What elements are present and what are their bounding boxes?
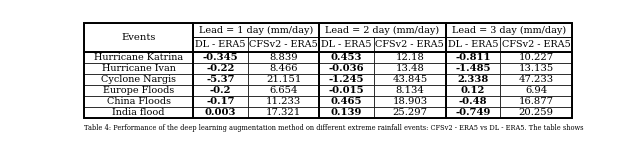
Text: CFSv2 - ERA5: CFSv2 - ERA5 (502, 40, 570, 49)
Text: 0.453: 0.453 (331, 53, 362, 62)
Bar (374, 85, 445, 96)
Bar (445, 63, 500, 74)
Text: DL - ERA5: DL - ERA5 (321, 40, 372, 49)
Text: 6.94: 6.94 (525, 86, 547, 95)
Text: 17.321: 17.321 (266, 108, 301, 117)
Text: China Floods: China Floods (106, 96, 170, 106)
Text: CFSv2 - ERA5: CFSv2 - ERA5 (249, 40, 318, 49)
Text: -0.22: -0.22 (206, 64, 234, 73)
Bar (374, 74, 445, 85)
Bar (193, 85, 248, 96)
Text: 0.12: 0.12 (461, 86, 485, 95)
Bar (445, 52, 500, 63)
Bar (319, 74, 374, 85)
Bar (500, 107, 572, 117)
Bar (248, 85, 319, 96)
Text: Lead = 2 day (mm/day): Lead = 2 day (mm/day) (326, 26, 440, 35)
Text: 11.233: 11.233 (266, 96, 301, 106)
Text: 0.139: 0.139 (331, 108, 362, 117)
Text: 13.135: 13.135 (518, 64, 554, 73)
Bar (319, 63, 374, 74)
Text: 18.903: 18.903 (392, 96, 428, 106)
Bar (445, 96, 500, 107)
Bar (319, 85, 374, 96)
Bar (445, 107, 500, 117)
Bar (193, 74, 248, 85)
Bar (500, 85, 572, 96)
Text: -1.485: -1.485 (455, 64, 491, 73)
Text: 25.297: 25.297 (392, 108, 428, 117)
Bar (374, 107, 445, 117)
Text: 47.233: 47.233 (518, 75, 554, 84)
Text: 2.338: 2.338 (458, 75, 488, 84)
Bar (193, 96, 248, 107)
Text: 20.259: 20.259 (518, 108, 554, 117)
Text: Events: Events (122, 33, 156, 42)
Text: 8.466: 8.466 (269, 64, 298, 73)
Bar (374, 52, 445, 63)
Text: India flood: India flood (112, 108, 164, 117)
Text: -0.811: -0.811 (455, 53, 491, 62)
Bar (319, 52, 374, 63)
Bar (84, 63, 193, 74)
Text: Table 4: Performance of the deep learning augmentation method on different extre: Table 4: Performance of the deep learnin… (84, 124, 584, 132)
Bar (500, 63, 572, 74)
Text: 6.654: 6.654 (269, 86, 298, 95)
Text: -5.37: -5.37 (206, 75, 235, 84)
Text: -0.48: -0.48 (459, 96, 487, 106)
Text: DL - ERA5: DL - ERA5 (195, 40, 246, 49)
Text: 16.877: 16.877 (518, 96, 554, 106)
Text: 21.151: 21.151 (266, 75, 301, 84)
Text: -0.036: -0.036 (329, 64, 364, 73)
Text: DL - ERA5: DL - ERA5 (448, 40, 498, 49)
Bar (500, 74, 572, 85)
Bar (84, 96, 193, 107)
Bar (374, 63, 445, 74)
Text: -0.749: -0.749 (455, 108, 491, 117)
Bar (248, 52, 319, 63)
Text: -0.2: -0.2 (209, 86, 231, 95)
Bar (248, 96, 319, 107)
Bar (248, 107, 319, 117)
Bar (500, 96, 572, 107)
Text: 43.845: 43.845 (392, 75, 428, 84)
Bar (319, 107, 374, 117)
Bar (84, 74, 193, 85)
Bar (248, 74, 319, 85)
Bar (84, 85, 193, 96)
Text: 0.465: 0.465 (331, 96, 362, 106)
Bar (193, 107, 248, 117)
Text: Hurricane Ivan: Hurricane Ivan (102, 64, 175, 73)
Text: 10.227: 10.227 (518, 53, 554, 62)
Text: Cyclone Nargis: Cyclone Nargis (101, 75, 176, 84)
Text: Europe Floods: Europe Floods (103, 86, 174, 95)
Bar (84, 107, 193, 117)
Bar (248, 63, 319, 74)
Bar (500, 52, 572, 63)
Text: CFSv2 - ERA5: CFSv2 - ERA5 (376, 40, 444, 49)
Bar (84, 52, 193, 63)
Text: -1.245: -1.245 (329, 75, 364, 84)
Text: -0.345: -0.345 (202, 53, 238, 62)
Text: 12.18: 12.18 (396, 53, 424, 62)
Text: 0.003: 0.003 (205, 108, 236, 117)
Bar (445, 85, 500, 96)
Bar (374, 96, 445, 107)
Text: 8.134: 8.134 (396, 86, 424, 95)
Bar (445, 74, 500, 85)
Text: 13.48: 13.48 (396, 64, 424, 73)
Bar (319, 96, 374, 107)
Text: -0.17: -0.17 (206, 96, 235, 106)
Bar (193, 63, 248, 74)
Text: 8.839: 8.839 (269, 53, 298, 62)
Text: Lead = 1 day (mm/day): Lead = 1 day (mm/day) (199, 26, 314, 35)
Bar (193, 52, 248, 63)
Text: Lead = 3 day (mm/day): Lead = 3 day (mm/day) (452, 26, 566, 35)
Text: -0.015: -0.015 (329, 86, 364, 95)
Text: Hurricane Katrina: Hurricane Katrina (94, 53, 183, 62)
